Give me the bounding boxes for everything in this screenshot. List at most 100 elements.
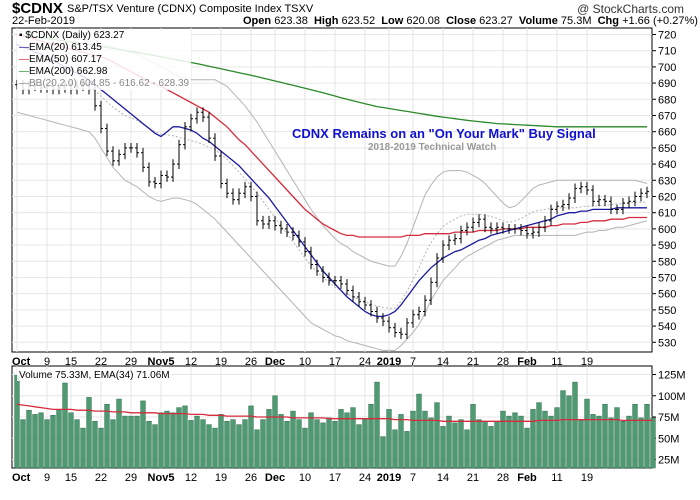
price-tick-label: 550 xyxy=(658,305,676,317)
volume-tick-label: 100M xyxy=(658,391,686,403)
volume-bar xyxy=(62,382,68,469)
volume-bar xyxy=(44,419,50,469)
x-axis-label-price: 19 xyxy=(215,356,227,368)
x-axis-label-volume: Dec xyxy=(265,472,285,484)
chg-value: +1.66 (+0.27%) xyxy=(622,15,698,27)
volume-bar xyxy=(284,421,290,469)
volume-bar xyxy=(254,429,260,469)
volume-bar xyxy=(374,381,380,469)
volume-bar xyxy=(188,420,194,469)
volume-bar xyxy=(32,414,38,469)
x-axis-label-price: Oct xyxy=(12,356,31,368)
x-axis-label-price: Dec xyxy=(265,356,285,368)
x-axis-label-volume: 26 xyxy=(245,472,257,484)
volume-bar xyxy=(248,405,254,469)
volume-bar xyxy=(26,409,32,469)
volume-bar xyxy=(626,415,632,469)
x-axis-label-price: 7 xyxy=(410,356,416,368)
volume-bar xyxy=(512,412,518,469)
low-label: Low xyxy=(381,15,404,27)
x-axis-label-price: 21 xyxy=(467,356,479,368)
volume-bar xyxy=(338,409,344,469)
volume-bar xyxy=(452,422,458,469)
volume-bar xyxy=(596,415,602,469)
volume-bar xyxy=(344,412,350,469)
volume-bar xyxy=(584,398,590,469)
volume-tick-label: 50M xyxy=(658,433,679,445)
volume-bar xyxy=(332,421,338,469)
volume-bar xyxy=(470,404,476,469)
x-axis-label-volume: 17 xyxy=(329,472,341,484)
volume-bars xyxy=(14,375,656,469)
bb-middle-line xyxy=(16,71,647,309)
x-axis-label-volume: 19 xyxy=(215,472,227,484)
volume-bar xyxy=(116,398,122,469)
x-axis-label-volume: 21 xyxy=(467,472,479,484)
volume-bar xyxy=(176,407,182,469)
x-axis-label-volume: 9 xyxy=(44,472,50,484)
x-axis-label-volume: Feb xyxy=(517,472,537,484)
volume-bar xyxy=(428,417,434,469)
volume-tick-label: 25M xyxy=(658,455,679,467)
volume-bar xyxy=(236,424,242,469)
volume-bar xyxy=(308,412,314,469)
x-axis-label-volume: 10 xyxy=(299,472,311,484)
volume-bar xyxy=(218,414,224,469)
x-axis-label-price: 12 xyxy=(185,356,197,368)
legend-ema20: —EMA(20) 613.45 xyxy=(19,42,102,53)
price-tick-label: 640 xyxy=(658,159,676,171)
volume-bar xyxy=(566,395,572,469)
volume-bar xyxy=(554,407,560,469)
volume-bar xyxy=(548,415,554,469)
price-tick-label: 570 xyxy=(658,272,676,284)
x-axis-label-price: Feb xyxy=(517,356,537,368)
price-tick-label: 630 xyxy=(658,175,676,187)
volume-bar xyxy=(50,415,56,469)
annotation-title: CDNX Remains on an "On Your Mark" Buy Si… xyxy=(292,126,596,141)
volume-bar xyxy=(80,427,86,469)
volume-bar xyxy=(518,415,524,469)
price-tick-label: 620 xyxy=(658,191,676,203)
volume-bar xyxy=(200,419,206,469)
volume-bar xyxy=(278,414,284,469)
x-axis-label-volume: 12 xyxy=(185,472,197,484)
volume-bar xyxy=(242,419,248,469)
bb-lower-line xyxy=(16,111,648,351)
chart-date: 22-Feb-2019 xyxy=(12,15,75,27)
x-axis-label-price: 2019 xyxy=(377,356,401,368)
legend-price: ▪ $CDNX (Daily) 623.27 xyxy=(19,30,125,41)
volume-bar xyxy=(296,419,302,469)
volume-bar xyxy=(464,429,470,469)
volume-bar xyxy=(398,414,404,469)
price-tick-label: 720 xyxy=(658,29,676,41)
x-axis-label-price: 15 xyxy=(65,356,77,368)
volume-bar xyxy=(530,409,536,469)
volume-bar xyxy=(614,407,620,469)
volume-bar xyxy=(212,427,218,469)
x-axis-label-volume: 11 xyxy=(551,472,562,484)
volume-tick-label: 125M xyxy=(658,370,686,382)
price-tick-label: 670 xyxy=(658,110,676,122)
volume-bar xyxy=(578,419,584,469)
volume-bar xyxy=(446,415,452,469)
volume-bar xyxy=(638,417,644,469)
volume-bar xyxy=(524,427,530,469)
x-axis-label-volume: 28 xyxy=(497,472,509,484)
volume-bar xyxy=(410,410,416,469)
volume-bar xyxy=(476,419,482,469)
volume-bar xyxy=(320,422,326,469)
volume-bar xyxy=(194,415,200,469)
volume-tick-label: 75M xyxy=(658,412,679,424)
price-tick-label: 650 xyxy=(658,143,676,155)
open-value: 623.38 xyxy=(274,15,308,27)
volume-bar xyxy=(164,410,170,469)
x-axis-label-volume: 19 xyxy=(581,472,593,484)
company-name: S&P/TSX Venture (CDNX) Composite Index T… xyxy=(67,3,314,15)
x-axis-label-price: 9 xyxy=(44,356,50,368)
price-tick-label: 590 xyxy=(658,240,676,252)
volume-bar xyxy=(362,419,368,469)
volume-bar xyxy=(92,421,98,469)
volume-bar xyxy=(260,419,266,469)
legend-ema200: —EMA(200) 662.98 xyxy=(19,66,108,77)
volume-bar xyxy=(38,412,44,469)
